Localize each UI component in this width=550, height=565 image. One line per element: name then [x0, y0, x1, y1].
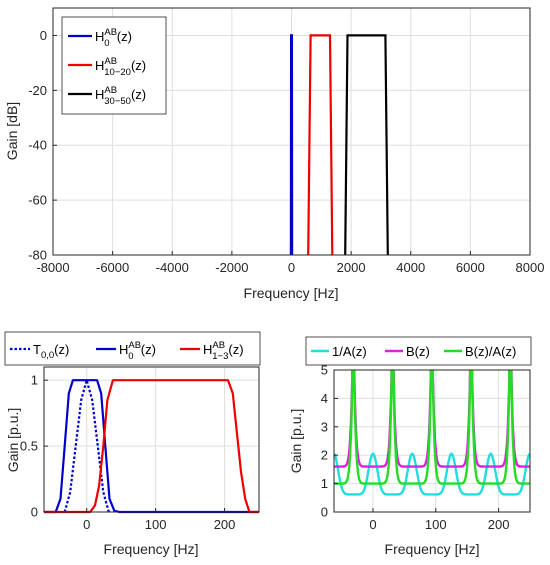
- bottom-left-chart-xtick-label: 0: [83, 517, 90, 532]
- top-chart-ytick-label: -80: [28, 248, 47, 263]
- top-chart-ytick-label: 0: [40, 28, 47, 43]
- bottom-left-chart-series-line: [44, 379, 259, 514]
- top-chart-ytick-label: -60: [28, 193, 47, 208]
- bottom-left-chart-legend: T0,0(z) HAB 0 (z) HAB 1−3(z): [4, 331, 261, 366]
- bottom-right-chart-xlabel: Frequency [Hz]: [385, 541, 480, 557]
- top-chart-series-line: [289, 34, 294, 256]
- top-chart-legend-label: HAB 0 (z): [95, 27, 132, 49]
- bottom-right-chart-legend: 1/A(z) B(z) B(z)/A(z): [305, 336, 532, 366]
- top-chart-xtick-label: -4000: [156, 260, 189, 275]
- top-chart-xtick-label: 8000: [516, 260, 545, 275]
- top-chart-legend: HAB 0 (z) HAB 10−20(z) HAB 30−50(z): [61, 16, 167, 115]
- top-chart-xtick-label: -6000: [96, 260, 129, 275]
- bottom-left-chart-xtick-label: 200: [214, 517, 236, 532]
- bottom-right-chart-series: [334, 370, 530, 496]
- bottom-right-chart-series-line: [334, 370, 530, 485]
- top-chart-ylabel: Gain [dB]: [4, 102, 20, 160]
- bottom-right-chart-ytick-label: 3: [321, 419, 328, 434]
- bottom-right-chart-frame: [333, 369, 531, 513]
- top-chart-xtick-label: 6000: [456, 260, 485, 275]
- bottom-right-chart: 0 100 200 0 1 2 3 4 5 Frequency [Hz] Gain [p.u.]…: [288, 336, 532, 557]
- top-chart-series-line: [344, 34, 389, 256]
- bottom-left-chart-ytick-label: 0: [31, 505, 38, 520]
- bottom-right-chart-legend-label: B(z)/A(z): [465, 344, 516, 359]
- bottom-left-chart-legend-label: HAB 0 (z): [119, 340, 156, 362]
- bottom-right-chart-ylabel: Gain [p.u.]: [288, 409, 304, 474]
- top-chart-xtick-label: 4000: [396, 260, 425, 275]
- top-chart-xtick-label: 2000: [337, 260, 366, 275]
- bottom-left-chart-ticks: 0 100 200 0 0.5 1: [20, 373, 235, 532]
- bottom-right-chart-xtick-label: 0: [369, 517, 376, 532]
- bottom-left-chart-series-line: [44, 379, 259, 514]
- bottom-right-chart-legend-label: B(z): [406, 344, 430, 359]
- bottom-right-chart-xtick-label: 200: [488, 517, 510, 532]
- bottom-left-chart-xlabel: Frequency [Hz]: [104, 541, 199, 557]
- bottom-left-chart-legend-label: HAB 1−3(z): [203, 340, 244, 362]
- top-chart-xlabel: Frequency [Hz]: [244, 285, 339, 301]
- bottom-left-chart-ylabel: Gain [p.u.]: [5, 408, 21, 473]
- bottom-left-chart-ytick-label: 1: [31, 373, 38, 388]
- bottom-right-chart-legend-box: [305, 336, 532, 366]
- bottom-right-chart-ytick-label: 1: [321, 476, 328, 491]
- top-chart-xtick-label: -8000: [36, 260, 69, 275]
- bottom-right-chart-legend-label: 1/A(z): [332, 344, 367, 359]
- top-chart-ticks: -8000 -6000 -4000 -2000 0 2000 4000 6000 8000 0 -2…: [28, 28, 544, 275]
- top-chart-ytick-label: -40: [28, 138, 47, 153]
- bottom-left-chart-series-line: [63, 379, 110, 513]
- top-chart-ytick-label: -20: [28, 83, 47, 98]
- bottom-right-chart-ytick-label: 2: [321, 448, 328, 463]
- bottom-right-chart-ytick-label: 0: [321, 505, 328, 520]
- top-chart-xtick-label: 0: [288, 260, 295, 275]
- bottom-left-chart-legend-box: [4, 331, 261, 366]
- bottom-right-chart-ytick-label: 5: [321, 363, 328, 378]
- bottom-right-chart-xtick-label: 100: [425, 517, 447, 532]
- bottom-right-chart-ticks: 0 100 200 0 1 2 3 4 5: [321, 363, 510, 533]
- bottom-left-chart-frame: [43, 366, 260, 513]
- bottom-right-chart-series-line: [334, 452, 530, 496]
- bottom-right-chart-ytick-label: 4: [321, 391, 328, 406]
- bottom-right-chart-series-line: [334, 370, 530, 468]
- bottom-left-chart-ytick-label: 0.5: [20, 439, 38, 454]
- top-chart: -8000 -6000 -4000 -2000 0 2000 4000 6000 8000 0 -2…: [4, 7, 544, 301]
- top-chart-xtick-label: -2000: [215, 260, 248, 275]
- top-chart-series: [289, 34, 389, 256]
- top-chart-legend-label: HAB 10−20(z): [95, 56, 146, 78]
- bottom-left-chart-xtick-label: 100: [145, 517, 167, 532]
- top-chart-legend-label: HAB 30−50(z): [95, 85, 146, 107]
- bottom-left-chart-series: [44, 379, 259, 514]
- top-chart-series-line: [307, 34, 334, 256]
- bottom-left-chart-legend-label: T0,0(z): [33, 342, 69, 361]
